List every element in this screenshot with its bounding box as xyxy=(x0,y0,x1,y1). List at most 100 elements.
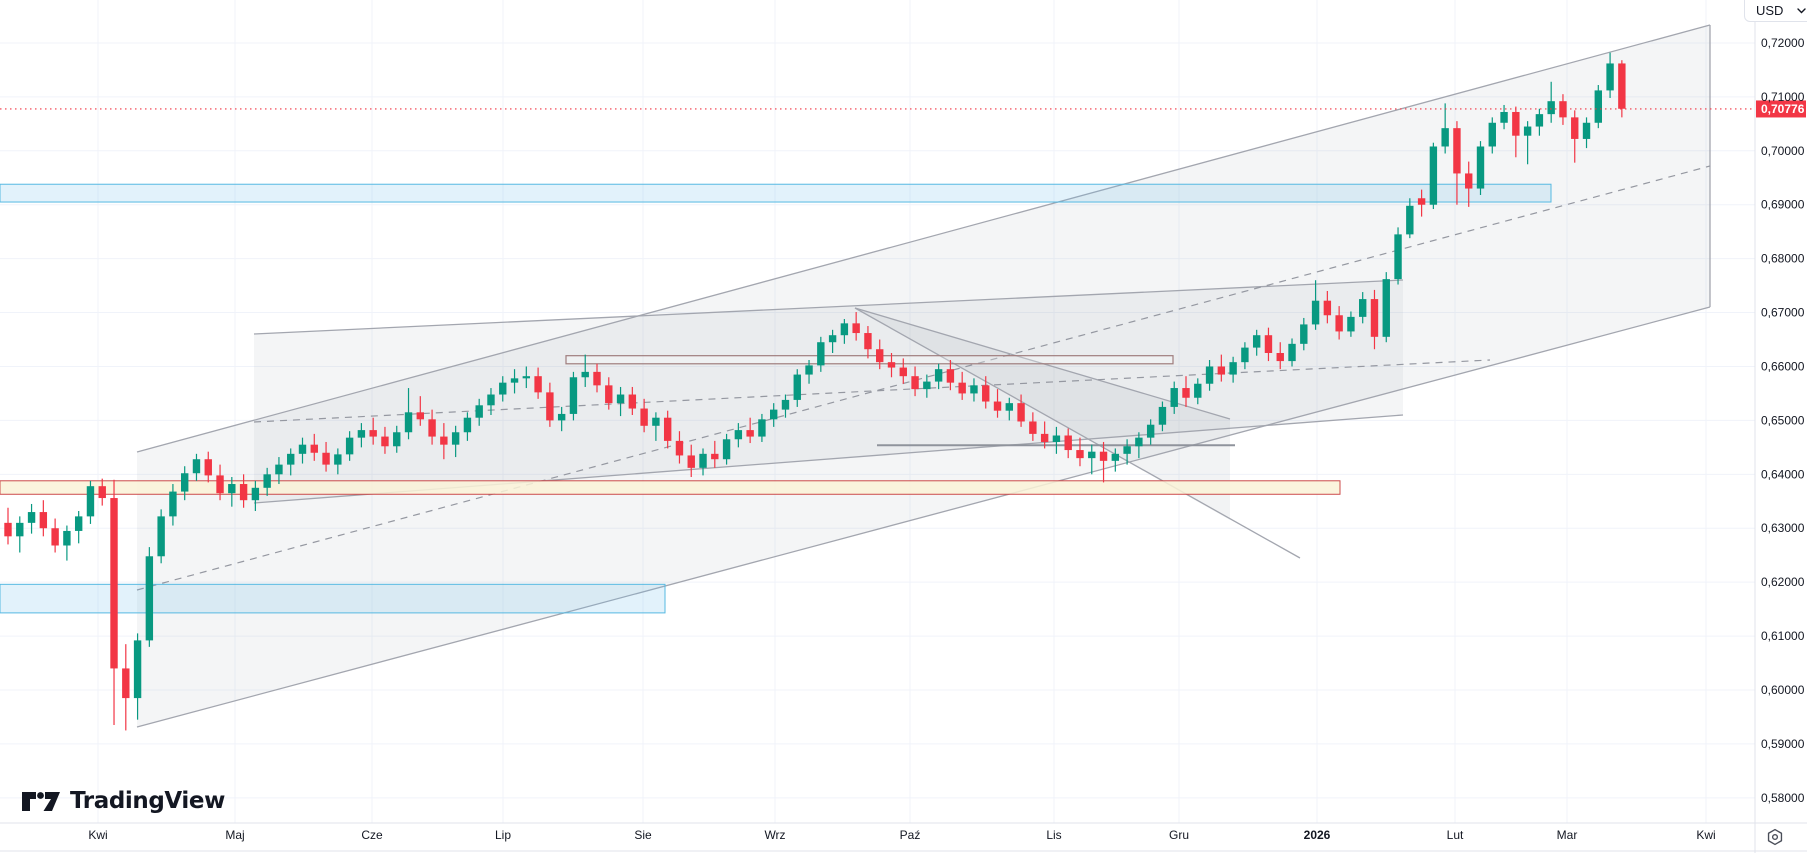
candle xyxy=(1170,381,1178,414)
trendlines xyxy=(136,24,1711,728)
price-tick-label: 0,70000 xyxy=(1761,144,1805,158)
candle xyxy=(1488,117,1496,154)
candles[interactable] xyxy=(4,52,1626,731)
candle xyxy=(1241,342,1249,370)
candle xyxy=(263,467,271,496)
candle xyxy=(416,396,424,426)
tradingview-logo-icon xyxy=(22,792,60,811)
candle xyxy=(1417,189,1426,217)
candle xyxy=(593,363,601,393)
tradingview-logo-text: TradingView xyxy=(70,788,225,814)
candle xyxy=(1135,432,1143,459)
last-price-label: 0,70776 xyxy=(1761,102,1805,116)
candle xyxy=(1382,272,1390,343)
candle xyxy=(1500,104,1508,130)
price-tick-label: 0,59000 xyxy=(1761,737,1805,751)
candle xyxy=(1453,121,1461,205)
candle xyxy=(1559,94,1567,125)
candle xyxy=(1029,412,1037,441)
candle xyxy=(1276,342,1284,370)
price-tick-label: 0,64000 xyxy=(1761,467,1805,481)
candle xyxy=(1205,360,1214,391)
price-tick-label: 0,60000 xyxy=(1761,683,1805,697)
candle xyxy=(110,479,118,726)
time-tick-label: Sie xyxy=(634,828,652,842)
price-tick-label: 0,71000 xyxy=(1761,90,1805,104)
candle xyxy=(74,510,83,544)
candle xyxy=(181,466,189,501)
trendline-solid xyxy=(854,307,1301,559)
candle xyxy=(404,388,413,440)
candle xyxy=(628,386,637,416)
candle xyxy=(663,410,672,449)
candle xyxy=(864,326,872,359)
candle xyxy=(145,547,154,647)
candle xyxy=(1194,378,1202,405)
candle xyxy=(357,423,366,448)
candle xyxy=(1323,290,1332,324)
price-tick-label: 0,63000 xyxy=(1761,521,1805,535)
candle xyxy=(1099,441,1108,483)
candle xyxy=(169,484,177,526)
candle xyxy=(1111,448,1120,472)
candle xyxy=(1523,121,1532,165)
candle xyxy=(1465,161,1473,207)
candle xyxy=(1146,419,1155,445)
axis-settings-gear-icon[interactable] xyxy=(1762,826,1788,848)
candle xyxy=(605,377,613,410)
price-tick-label: 0,72000 xyxy=(1761,36,1805,50)
trendline-solid xyxy=(253,279,1404,335)
candle xyxy=(345,431,354,461)
candle xyxy=(569,371,578,421)
candle xyxy=(86,480,95,524)
candle xyxy=(239,474,248,508)
time-tick-label: Wrz xyxy=(764,828,785,842)
candle xyxy=(911,366,919,397)
time-tick-label: Cze xyxy=(361,828,383,842)
trendline-solid xyxy=(136,306,1711,728)
time-tick-label: Lip xyxy=(495,828,511,842)
price-tick-label: 0,62000 xyxy=(1761,575,1805,589)
candle xyxy=(699,448,707,476)
price-tick-label: 0,67000 xyxy=(1761,306,1805,320)
candle xyxy=(475,398,483,426)
candle xyxy=(39,500,48,537)
candle xyxy=(1052,426,1061,454)
candle xyxy=(1229,356,1237,383)
candle xyxy=(1182,376,1190,407)
candle xyxy=(946,360,955,391)
candle xyxy=(534,367,542,399)
candle xyxy=(1535,108,1544,136)
time-tick-label: 2026 xyxy=(1304,828,1331,842)
candle xyxy=(640,398,648,433)
candle xyxy=(1571,110,1579,163)
price-axis[interactable]: 0,72000 0,71000 0,70000 0,69000 0,68000 0,670… xyxy=(1761,36,1805,805)
candle xyxy=(1264,327,1273,362)
time-tick-label: Gru xyxy=(1169,828,1189,842)
candle xyxy=(487,388,495,416)
candle xyxy=(251,480,260,511)
candle xyxy=(876,339,884,370)
trendline-dashed xyxy=(136,165,1711,591)
candle xyxy=(393,425,401,453)
tradingview-watermark[interactable]: TradingView xyxy=(21,786,225,816)
candle xyxy=(1088,444,1096,475)
candle xyxy=(1335,306,1343,340)
candle xyxy=(27,503,36,534)
time-tick-label: Kwi xyxy=(88,828,107,842)
candle xyxy=(1618,60,1626,118)
currency-selector[interactable]: USD xyxy=(1744,0,1807,22)
candle xyxy=(133,633,142,720)
price-tick-label: 0,65000 xyxy=(1761,413,1805,427)
candle xyxy=(734,423,743,448)
candle xyxy=(722,433,731,465)
candle xyxy=(1429,142,1438,210)
candle xyxy=(793,369,801,407)
candle xyxy=(1394,227,1402,285)
candle xyxy=(887,353,896,378)
candle xyxy=(310,433,318,461)
time-axis[interactable]: Kwi Maj Cze Lip Sie Wrz Paź Lis Gru 2026 Lut Mar Kwi xyxy=(88,828,1715,842)
